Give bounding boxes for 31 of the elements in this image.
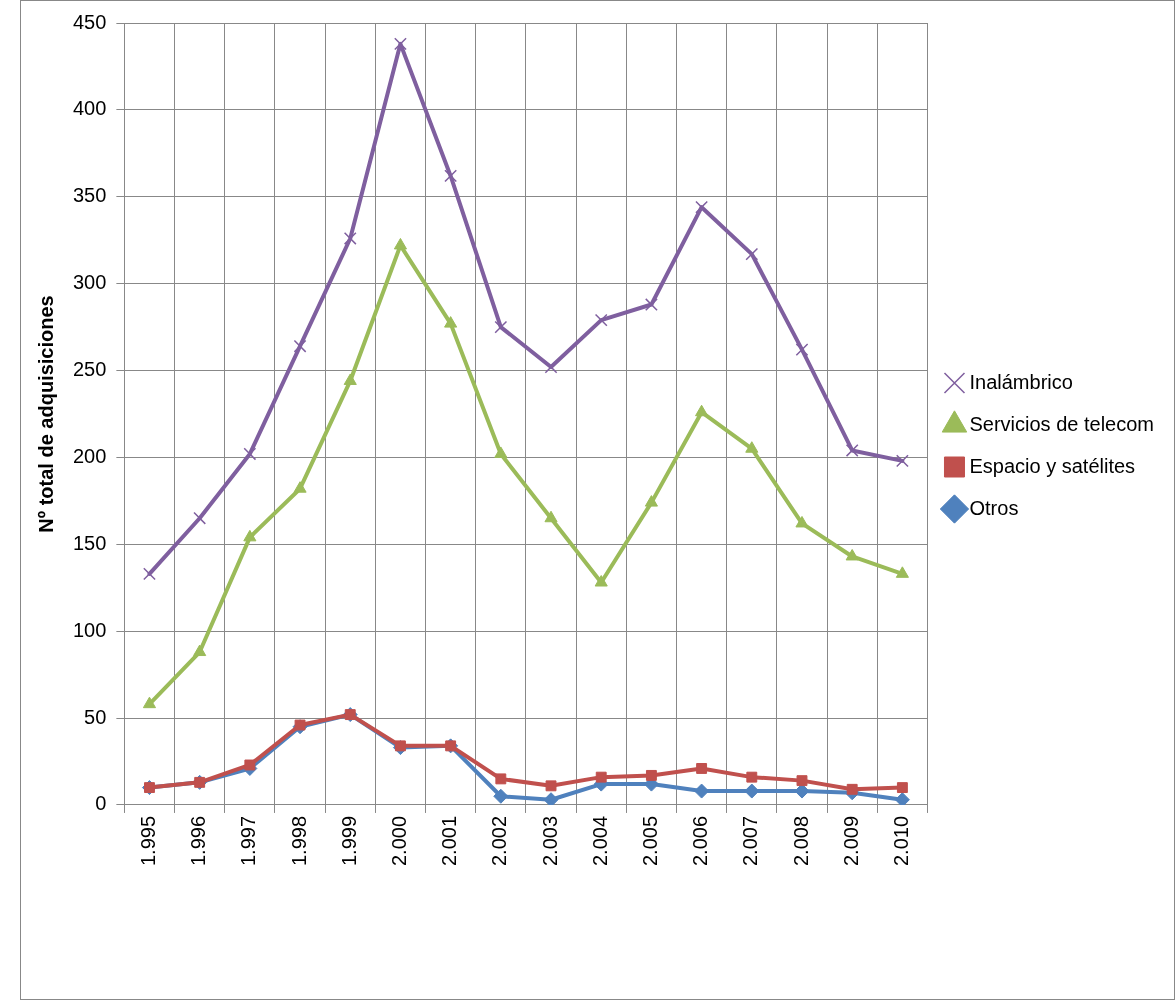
y-tick-label: 0 [95,792,107,815]
legend-label: Inalámbrico [969,370,1073,393]
x-tick-label: 2.009 [839,815,862,867]
x-tick-label: 2.003 [538,815,561,867]
x-tick-label: 1.995 [136,815,159,867]
x-tick-label: 2.002 [488,815,511,867]
y-tick-label: 400 [72,97,107,120]
y-tick-label: 300 [72,271,107,294]
x-tick-label: 2.007 [739,815,762,867]
x-tick-label: 1.998 [287,815,310,867]
legend-label: Otros [969,496,1019,519]
y-tick-label: 450 [72,10,107,33]
x-tick-label: 2.001 [438,815,461,867]
x-tick-label: 2.005 [638,815,661,867]
y-tick-label: 350 [72,184,107,207]
x-tick-label: 2.006 [689,815,712,867]
x-tick-label: 2.000 [387,815,410,867]
legend-label: Servicios de telecom [969,412,1155,435]
y-tick-label: 200 [72,444,107,467]
x-tick-label: 2.010 [889,815,912,867]
y-tick-label: 150 [72,531,107,554]
legend-label: Espacio y satélites [969,454,1136,477]
y-tick-label: 250 [72,358,107,381]
x-tick-label: 1.996 [187,815,210,867]
x-tick-label: 1.999 [337,815,360,867]
y-tick-label: 50 [84,705,107,728]
x-tick-label: 1.997 [237,815,260,867]
y-axis-title: Nº total de adquisiciones [34,295,57,533]
x-tick-label: 2.004 [588,815,611,867]
y-tick-label: 100 [72,618,107,641]
x-tick-label: 2.008 [789,815,812,867]
